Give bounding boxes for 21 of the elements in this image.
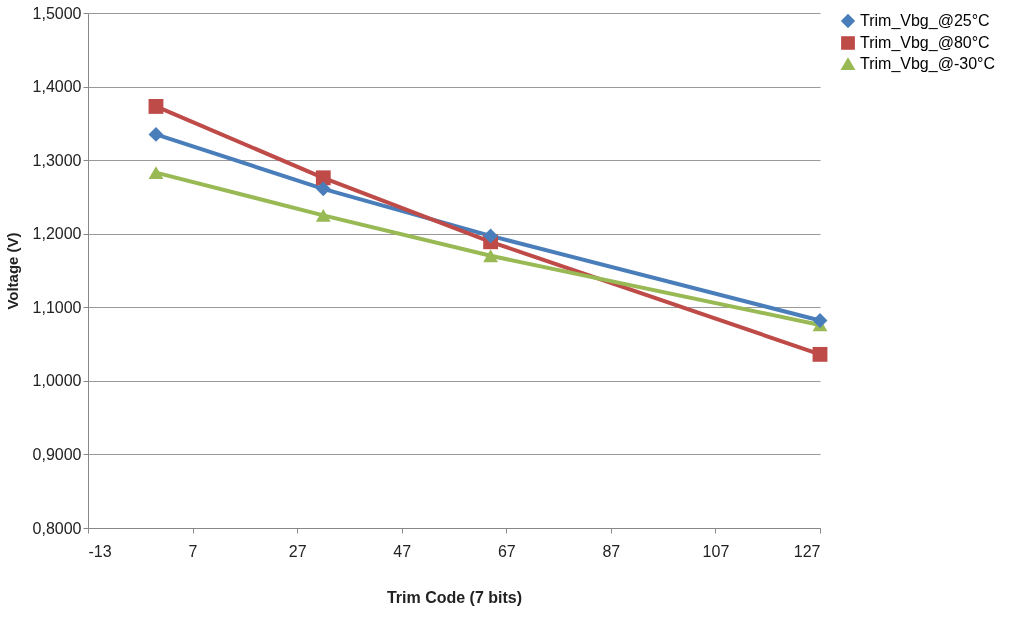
- x-tick-label: 47: [393, 542, 412, 560]
- y-tick-label: 1,2000: [32, 225, 82, 243]
- x-tick-label: -13: [88, 542, 112, 560]
- y-tick-label: 1,4000: [32, 78, 82, 96]
- y-tick-label: 1,1000: [32, 298, 82, 316]
- y-tick-label: 0,9000: [32, 445, 82, 463]
- y-tick-label: 1,0000: [32, 372, 82, 390]
- y-tick-label: 1,3000: [32, 151, 82, 169]
- legend-label: Trim_Vbg_@-30°C: [860, 55, 995, 73]
- legend-label: Trim_Vbg_@80°C: [860, 34, 990, 52]
- x-tick-label: 127: [793, 542, 821, 560]
- x-tick-label: 27: [288, 542, 307, 560]
- y-tick-label: 0,8000: [32, 519, 82, 537]
- x-axis-title: Trim Code (7 bits): [386, 588, 523, 606]
- y-tick-label: 1,5000: [32, 4, 82, 22]
- x-tick-label: 67: [497, 542, 516, 560]
- legend-label: Trim_Vbg_@25°C: [860, 12, 990, 30]
- y-axis-title: Voltage (V): [3, 232, 21, 310]
- x-tick-label: 107: [702, 542, 730, 560]
- x-tick-label: 87: [602, 542, 621, 560]
- x-tick-label: 7: [188, 542, 198, 560]
